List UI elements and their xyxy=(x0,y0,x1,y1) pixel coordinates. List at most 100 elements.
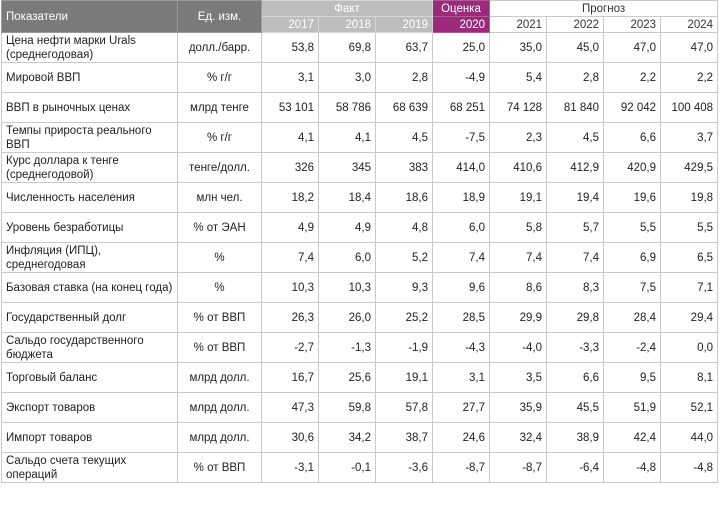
value-cell: -7,5 xyxy=(432,122,491,153)
value-cell: 4,1 xyxy=(318,122,376,153)
value-cell: 19,4 xyxy=(546,182,605,213)
value-cell: 420,9 xyxy=(603,152,662,183)
value-cell: -1,9 xyxy=(374,332,434,363)
value-cell: 4,1 xyxy=(261,122,319,153)
value-cell: -8,7 xyxy=(432,452,491,483)
value-cell: 2,3 xyxy=(489,122,548,153)
table-header: Показатели Ед. изм. Факт Оценка Прогноз … xyxy=(1,0,719,33)
value-cell: 69,8 xyxy=(318,32,376,63)
year-header: 2019 xyxy=(374,16,434,33)
value-cell: -2,7 xyxy=(261,332,319,363)
value-cell: 44,0 xyxy=(660,422,719,453)
unit-cell: млрд долл. xyxy=(177,362,262,393)
value-cell: 429,5 xyxy=(660,152,719,183)
value-cell: 3,0 xyxy=(318,62,376,93)
value-cell: 2,8 xyxy=(546,62,605,93)
value-cell: 3,1 xyxy=(261,62,319,93)
indicator-name-cell: Темпы прироста реального ВВП xyxy=(1,122,178,153)
unit-cell: % от ВВП xyxy=(177,452,262,483)
unit-cell: долл./барр. xyxy=(177,32,262,63)
value-cell: 42,4 xyxy=(603,422,662,453)
value-cell: 81 840 xyxy=(546,92,605,123)
value-cell: 6,6 xyxy=(546,362,605,393)
value-cell: 7,4 xyxy=(546,242,605,273)
year-header: 2024 xyxy=(660,16,719,33)
value-cell: 25,2 xyxy=(374,302,434,333)
value-cell: 7,4 xyxy=(261,242,319,273)
value-cell: 29,9 xyxy=(489,302,548,333)
value-cell: 4,9 xyxy=(261,212,319,243)
value-cell: 9,3 xyxy=(374,272,434,303)
value-cell: 45,0 xyxy=(546,32,605,63)
value-cell: 58 786 xyxy=(318,92,376,123)
value-cell: 414,0 xyxy=(432,152,491,183)
indicators-header: Показатели xyxy=(1,0,178,33)
year-header: 2018 xyxy=(318,16,376,33)
indicator-name-cell: Базовая ставка (на конец года) xyxy=(1,272,178,303)
table-row: Инфляция (ИПЦ), среднегодовая% 7,4 6,0 5,2 7… xyxy=(1,242,719,273)
value-cell: 26,0 xyxy=(318,302,376,333)
value-cell: 383 xyxy=(374,152,434,183)
value-cell: 5,7 xyxy=(546,212,605,243)
value-cell: 410,6 xyxy=(489,152,548,183)
table-row: Курс доллара к тенге (среднегодовой) тенг… xyxy=(1,152,719,183)
value-cell: 326 xyxy=(261,152,319,183)
value-cell: 28,4 xyxy=(603,302,662,333)
table-row: Мировой ВВП% г/г 3,1 3,0 2,8 -4,9 5,4 2,8 2,2 2,… xyxy=(1,62,719,93)
year-header: 2023 xyxy=(603,16,662,33)
value-cell: 32,4 xyxy=(489,422,548,453)
unit-cell: % от ЭАН xyxy=(177,212,262,243)
value-cell: 9,5 xyxy=(603,362,662,393)
value-cell: 47,0 xyxy=(660,32,719,63)
value-cell: 52,1 xyxy=(660,392,719,423)
value-cell: 45,5 xyxy=(546,392,605,423)
value-cell: 35,0 xyxy=(489,32,548,63)
indicator-name-cell: Инфляция (ИПЦ), среднегодовая xyxy=(1,242,178,273)
value-cell: 19,1 xyxy=(489,182,548,213)
table-row: Базовая ставка (на конец года)% 10,3 10,3 9… xyxy=(1,272,719,303)
value-cell: 57,8 xyxy=(374,392,434,423)
value-cell: 38,7 xyxy=(374,422,434,453)
table-row: Экспорт товаров млрд долл. 47,3 59,8 57,8 27,… xyxy=(1,392,719,423)
value-cell: 6,0 xyxy=(432,212,491,243)
value-cell: 18,2 xyxy=(261,182,319,213)
value-cell: 26,3 xyxy=(261,302,319,333)
unit-cell: % от ВВП xyxy=(177,332,262,363)
value-cell: 412,9 xyxy=(546,152,605,183)
value-cell: 19,8 xyxy=(660,182,719,213)
table-row: Сальдо государственного бюджета% от ВВП -… xyxy=(1,332,719,363)
value-cell: 63,7 xyxy=(374,32,434,63)
value-cell: 6,0 xyxy=(318,242,376,273)
value-cell: 5,5 xyxy=(660,212,719,243)
indicator-name-cell: Мировой ВВП xyxy=(1,62,178,93)
unit-cell: % г/г xyxy=(177,122,262,153)
indicator-name-cell: Торговый баланс xyxy=(1,362,178,393)
table-row: Численность населения млн чел. 18,2 18,4 18,… xyxy=(1,182,719,213)
value-cell: 47,0 xyxy=(603,32,662,63)
value-cell: 92 042 xyxy=(603,92,662,123)
indicator-name-cell: Численность населения xyxy=(1,182,178,213)
indicator-name-cell: Сальдо государственного бюджета xyxy=(1,332,178,363)
value-cell: 74 128 xyxy=(489,92,548,123)
value-cell: -1,3 xyxy=(318,332,376,363)
value-cell: -4,3 xyxy=(432,332,491,363)
value-cell: 7,1 xyxy=(660,272,719,303)
value-cell: 8,1 xyxy=(660,362,719,393)
value-cell: 2,2 xyxy=(603,62,662,93)
table-row: Темпы прироста реального ВВП% г/г 4,1 4,1 4… xyxy=(1,122,719,153)
value-cell: 7,5 xyxy=(603,272,662,303)
table-row: Импорт товаров млрд долл. 30,6 34,2 38,7 24,6… xyxy=(1,422,719,453)
value-cell: -3,3 xyxy=(546,332,605,363)
value-cell: 8,3 xyxy=(546,272,605,303)
value-cell: 53 101 xyxy=(261,92,319,123)
unit-cell: млрд долл. xyxy=(177,392,262,423)
value-cell: 3,5 xyxy=(489,362,548,393)
forecast-group-header: Прогноз xyxy=(489,0,719,17)
value-cell: 10,3 xyxy=(318,272,376,303)
value-cell: 25,6 xyxy=(318,362,376,393)
value-cell: 38,9 xyxy=(546,422,605,453)
forecast-table: Показатели Ед. изм. Факт Оценка Прогноз … xyxy=(1,0,719,483)
value-cell: 4,5 xyxy=(546,122,605,153)
indicator-name-cell: Импорт товаров xyxy=(1,422,178,453)
table-row: Торговый баланс млрд долл. 16,7 25,6 19,1 3,1… xyxy=(1,362,719,393)
